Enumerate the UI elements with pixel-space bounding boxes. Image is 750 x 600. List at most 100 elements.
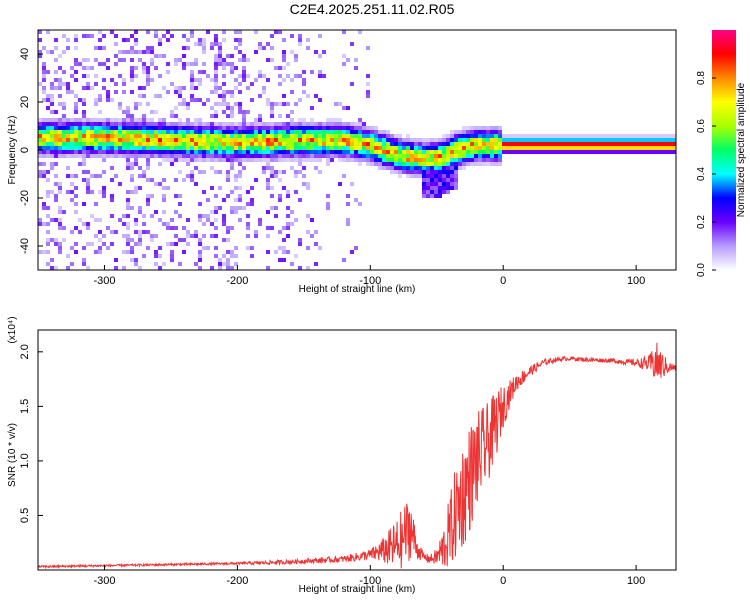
heatmap-cell [394,154,398,158]
heatmap-cell [82,246,86,250]
heatmap-cell [382,138,386,142]
heatmap-cell [410,158,414,162]
heatmap-cell [150,142,154,146]
heatmap-cell [154,66,158,70]
heatmap-cell [214,110,218,114]
heatmap-cell [318,70,322,74]
heatmap-cell [498,146,502,150]
heatmap-cell [462,134,466,138]
heatmap-cell [470,134,474,138]
heatmap-cell [594,146,598,150]
heatmap-cell [370,126,374,130]
heatmap-cell [134,122,138,126]
heatmap-cell [98,118,102,122]
heatmap-cell [270,158,274,162]
heatmap-cell [42,150,46,154]
heatmap-cell [438,182,442,186]
heatmap-cell [154,54,158,58]
heatmap-cell [46,134,50,138]
heatmap-cell [290,122,294,126]
heatmap-cell [62,154,66,158]
heatmap-cell [230,114,234,118]
heatmap-cell [478,158,482,162]
heatmap-cell [78,146,82,150]
heatmap-cell [590,142,594,146]
heatmap-cell [474,126,478,130]
heatmap-cell [290,150,294,154]
heatmap-cell [426,142,430,146]
heatmap-cell [126,142,130,146]
heatmap-cell [150,138,154,142]
heatmap-cell [86,86,90,90]
heatmap-cell [242,142,246,146]
heatmap-cell [134,258,138,262]
heatmap-cell [74,134,78,138]
heatmap-cell [474,130,478,134]
heatmap-cell [38,170,42,174]
heatmap-cell [334,142,338,146]
heatmap-cell [186,46,190,50]
heatmap-cell [126,206,130,210]
heatmap-cell [138,174,142,178]
heatmap-cell [282,142,286,146]
heatmap-cell [650,150,654,154]
heatmap-cell [670,142,674,146]
heatmap-cell [326,138,330,142]
heatmap-cell [214,138,218,142]
heatmap-cell [166,222,170,226]
heatmap-cell [282,134,286,138]
heatmap-cell [286,206,290,210]
heatmap-cell [550,150,554,154]
heatmap-cell [414,174,418,178]
heatmap-cell [406,138,410,142]
heatmap-cell [326,146,330,150]
heatmap-cell [466,162,470,166]
heatmap-cell [266,78,270,82]
heatmap-cell [218,154,222,158]
heatmap-cell [674,138,676,142]
heatmap-cell [538,138,542,142]
heatmap-cell [42,202,46,206]
heatmap-cell [174,194,178,198]
heatmap-cell [550,138,554,142]
heatmap-cell [150,118,154,122]
heatmap-cell [298,158,302,162]
heatmap-cell [474,158,478,162]
heatmap-cell [114,266,118,270]
heatmap-cell [186,122,190,126]
heatmap-cell [146,138,150,142]
heatmap-cell [94,122,98,126]
heatmap-cell [50,162,54,166]
heatmap-cell [314,158,318,162]
heatmap-cell [238,50,242,54]
heatmap-cell [382,158,386,162]
heatmap-cell [230,210,234,214]
heatmap-cell [74,202,78,206]
heatmap-cell [238,82,242,86]
heatmap-cell [270,154,274,158]
heatmap-cell [470,154,474,158]
heatmap-cell [46,30,50,34]
heatmap-cell [238,74,242,78]
heatmap-cell [178,150,182,154]
heatmap-cell [674,142,676,146]
heatmap-cell [506,142,510,146]
heatmap-cell [662,138,666,142]
heatmap-cell [250,130,254,134]
heatmap-cell [214,38,218,42]
heatmap-cell [606,134,610,138]
heatmap-cell [46,146,50,150]
heatmap-cell [102,78,106,82]
heatmap-cell [158,154,162,158]
heatmap-cell [242,138,246,142]
heatmap-cell [454,162,458,166]
heatmap-cell [286,74,290,78]
heatmap-cell [50,102,54,106]
heatmap-cell [46,50,50,54]
heatmap-cell [54,38,58,42]
heatmap-cell [38,54,42,58]
heatmap-cell [86,178,90,182]
heatmap-cell [262,86,266,90]
heatmap-cell [38,134,42,138]
heatmap-cell [154,110,158,114]
